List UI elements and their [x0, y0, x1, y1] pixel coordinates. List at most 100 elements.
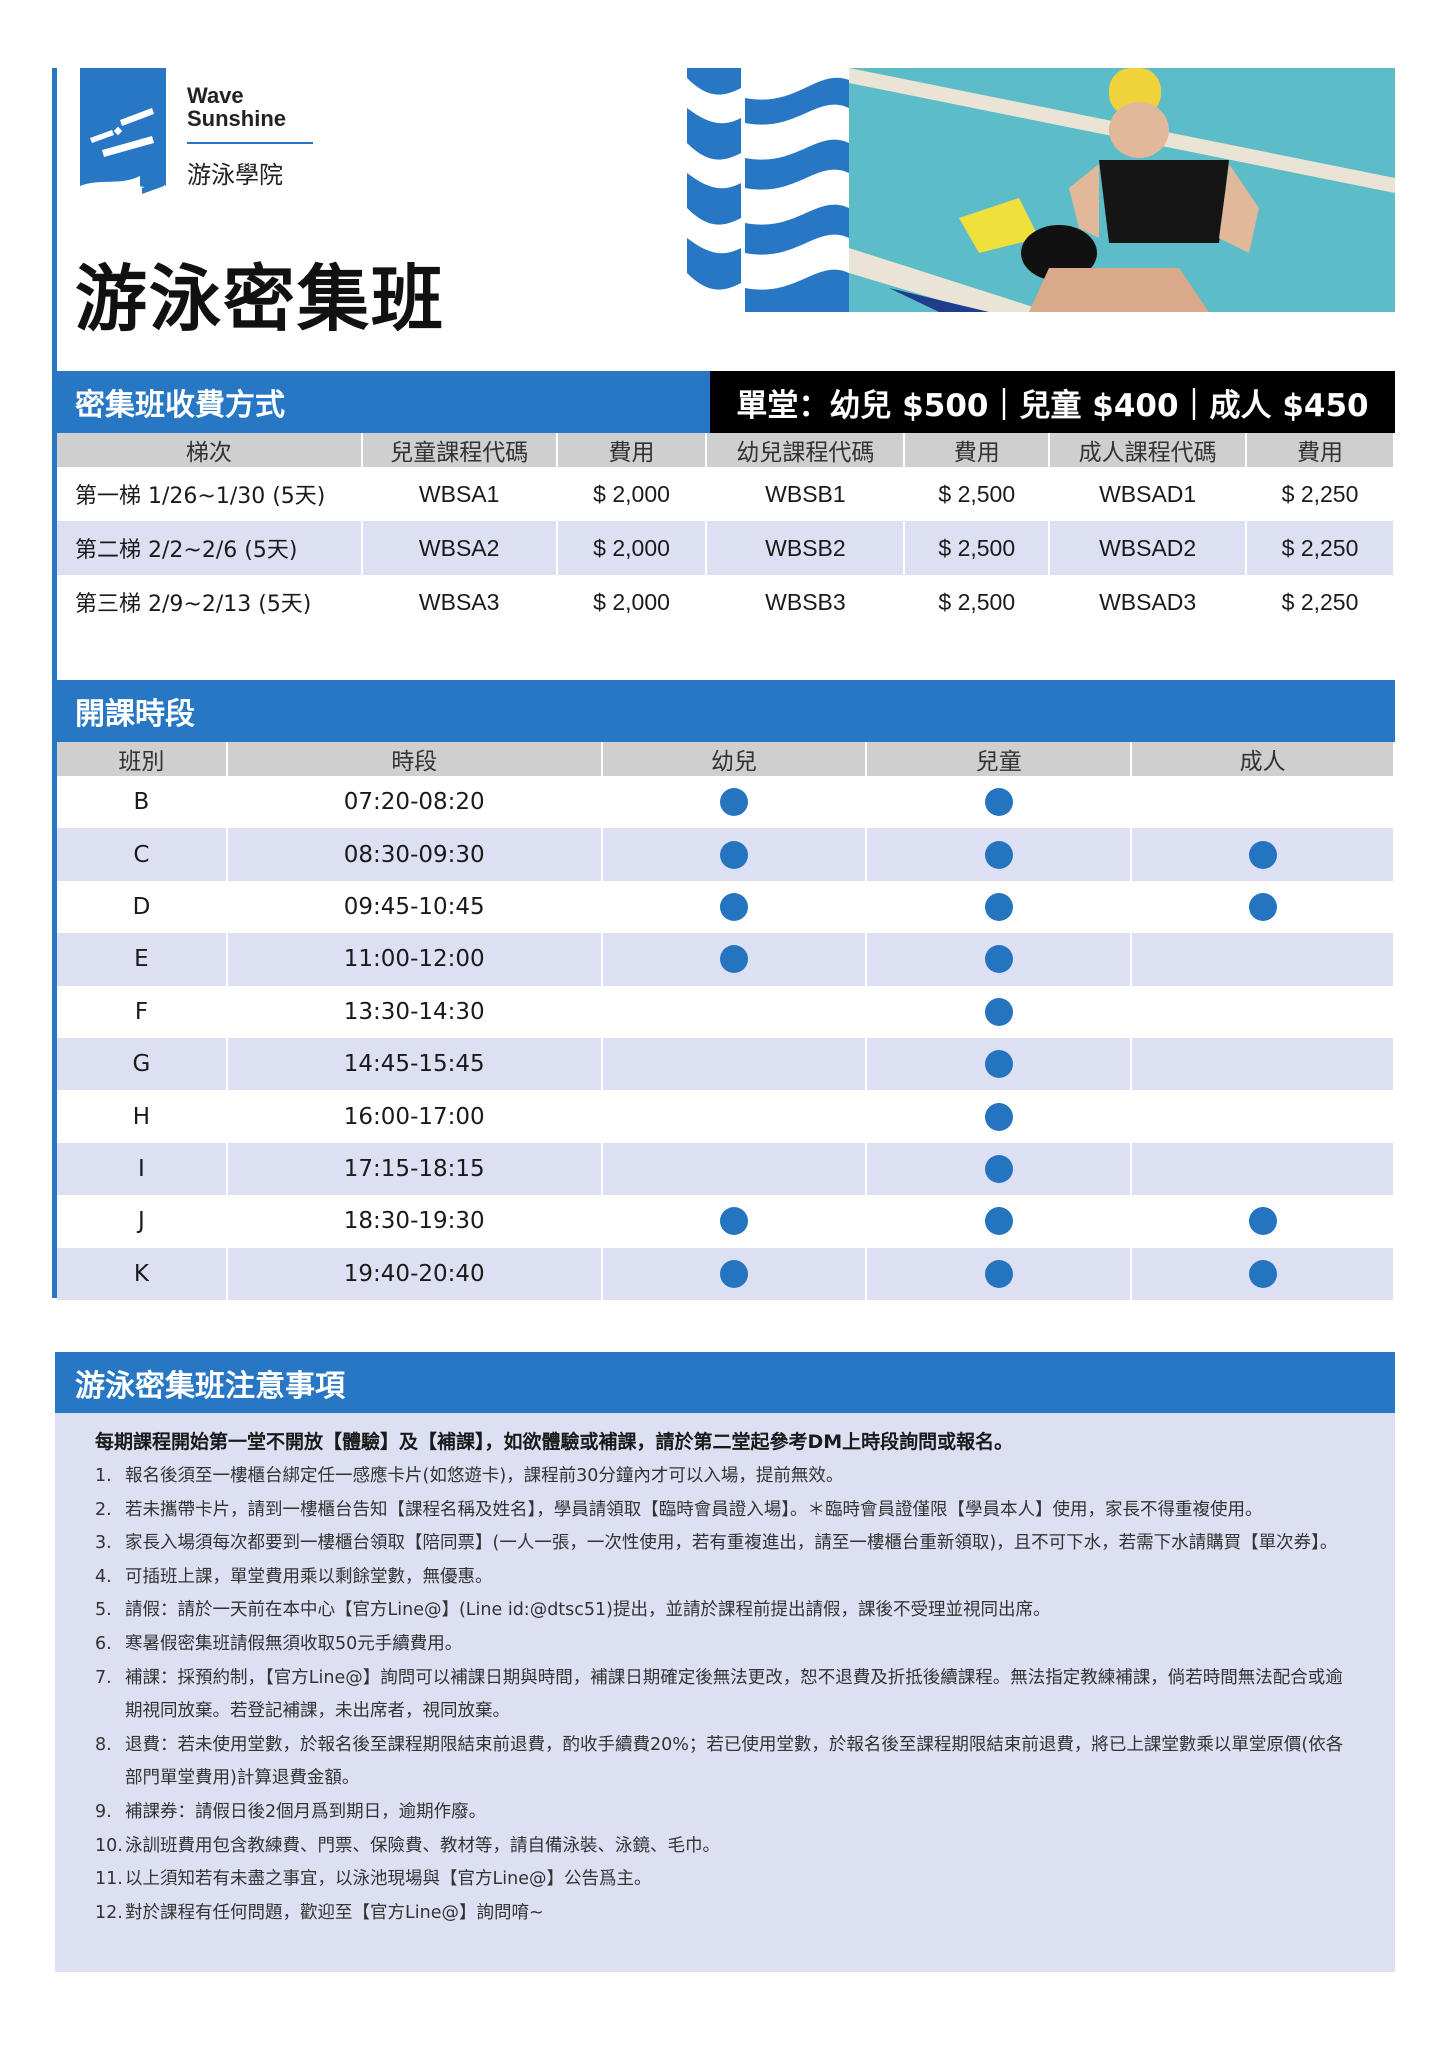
- class-cell: E: [57, 933, 228, 986]
- child-availability: [866, 1090, 1133, 1143]
- col-header: 時段: [226, 742, 603, 776]
- infant-availability: [601, 776, 868, 829]
- brand-divider: [187, 142, 313, 144]
- col-header: 幼兒: [601, 742, 868, 776]
- notes-list: 1. 報名後須至一樓櫃台綁定任一感應卡片(如悠遊卡)，課程前30分鐘內才可以入場，…: [95, 1460, 1355, 1930]
- table-row: 第一梯 1/26~1/30 (5天) WBSA1 $ 2,000 WBSB1 $…: [57, 467, 1395, 521]
- time-cell: 17:15-18:15: [226, 1142, 603, 1196]
- child-availability: [866, 933, 1133, 986]
- note-number: 7.: [95, 1667, 112, 1688]
- available-dot-icon: [719, 892, 748, 921]
- note-text: 可插班上課，單堂費用乘以剩餘堂數，無優惠。: [125, 1566, 493, 1587]
- pricing-table: 梯次 兒童課程代碼 費用 幼兒課程代碼 費用 成人課程代碼 費用 第一梯 1/2…: [57, 433, 1395, 629]
- available-dot-icon: [984, 1259, 1013, 1288]
- time-cell: 09:45-10:45: [226, 880, 603, 934]
- swimming-lesson-photo: [849, 68, 1395, 312]
- note-item: 9. 補課券：請假日後2個月爲到期日，逾期作廢。: [95, 1796, 1355, 1830]
- note-item: 7. 補課：採預約制，【官方Line@】詢問可以補課日期與時間，補課日期確定後無法…: [95, 1662, 1355, 1729]
- adult-fee: $ 2,250: [1246, 575, 1395, 629]
- page-title: 游泳密集班: [75, 257, 446, 341]
- col-header: 班別: [57, 742, 228, 776]
- note-text: 寒暑假密集班請假無須收取50元手續費用。: [125, 1633, 463, 1654]
- note-text: 補課券：請假日後2個月爲到期日，逾期作廢。: [125, 1801, 487, 1822]
- table-row: B 07:20-08:20: [57, 776, 1395, 829]
- child-availability: [866, 880, 1133, 934]
- available-dot-icon: [719, 1259, 748, 1288]
- time-cell: 19:40-20:40: [226, 1247, 603, 1300]
- table-row: G 14:45-15:45: [57, 1037, 1395, 1091]
- available-dot-icon: [1248, 1259, 1277, 1288]
- note-number: 12.: [95, 1902, 123, 1923]
- available-dot-icon: [719, 788, 748, 817]
- available-dot-icon: [984, 997, 1013, 1026]
- table-row: 第二梯 2/2~2/6 (5天) WBSA2 $ 2,000 WBSB2 $ 2…: [57, 521, 1395, 575]
- table-row: C 08:30-09:30: [57, 828, 1395, 881]
- schedule-header-row: 班別 時段 幼兒 兒童 成人: [57, 742, 1395, 776]
- note-number: 3.: [95, 1533, 112, 1554]
- class-cell: G: [57, 1037, 228, 1091]
- infant-code: WBSB2: [706, 521, 906, 575]
- adult-availability: [1131, 828, 1395, 881]
- note-number: 11.: [95, 1869, 123, 1890]
- note-item: 3. 家長入場須每次都要到一樓櫃台領取【陪同票】(一人一張，一次性使用，若有重複進…: [95, 1527, 1355, 1561]
- infant-fee: $ 2,500: [904, 575, 1051, 629]
- schedule-table: 班別 時段 幼兒 兒童 成人 B 07:20-08:20 C 08:30-09:30 D…: [57, 742, 1395, 1300]
- brand-line1: Wave: [187, 83, 244, 108]
- brand-name: Wave Sunshine: [187, 84, 286, 130]
- session-cell: 第二梯 2/2~2/6 (5天): [57, 521, 363, 575]
- infant-availability: [601, 1195, 868, 1248]
- adult-fee: $ 2,250: [1246, 467, 1395, 521]
- col-header: 費用: [1246, 433, 1395, 467]
- child-code: WBSA1: [361, 467, 558, 521]
- adult-fee: $ 2,250: [1246, 521, 1395, 575]
- note-text: 若未攜帶卡片，請到一樓櫃台告知【課程名稱及姓名】，學員請領取【臨時會員證入場】。…: [125, 1499, 1263, 1520]
- note-number: 1.: [95, 1466, 112, 1486]
- available-dot-icon: [984, 1102, 1013, 1131]
- infant-availability: [601, 1142, 868, 1196]
- note-item: 2. 若未攜帶卡片，請到一樓櫃台告知【課程名稱及姓名】，學員請領取【臨時會員證入場…: [95, 1494, 1355, 1528]
- adult-availability: [1131, 880, 1395, 934]
- available-dot-icon: [984, 892, 1013, 921]
- class-cell: F: [57, 985, 228, 1038]
- adult-availability: [1131, 1037, 1395, 1091]
- wave-sunshine-logo: [80, 68, 166, 194]
- available-dot-icon: [984, 840, 1013, 869]
- note-number: 6.: [95, 1633, 112, 1654]
- time-cell: 14:45-15:45: [226, 1037, 603, 1091]
- child-availability: [866, 1142, 1133, 1196]
- time-cell: 07:20-08:20: [226, 776, 603, 829]
- table-row: F 13:30-14:30: [57, 985, 1395, 1038]
- class-cell: J: [57, 1195, 228, 1248]
- brand-line2: Sunshine: [187, 106, 287, 131]
- note-item: 8. 退費：若未使用堂數，於報名後至課程期限結束前退費，酌收手續費20%；若已使用…: [95, 1729, 1355, 1796]
- table-row: 第三梯 2/9~2/13 (5天) WBSA3 $ 2,000 WBSB3 $ …: [57, 575, 1395, 629]
- col-header: 費用: [904, 433, 1051, 467]
- adult-availability: [1131, 1247, 1395, 1300]
- wave-pattern: [687, 68, 849, 312]
- adult-availability: [1131, 776, 1395, 829]
- col-header: 梯次: [57, 433, 363, 467]
- notes-panel: 每期課程開始第一堂不開放【體驗】及【補課】，如欲體驗或補課，請於第二堂起參考DM…: [55, 1413, 1395, 1972]
- available-dot-icon: [984, 1154, 1013, 1183]
- note-item: 1. 報名後須至一樓櫃台綁定任一感應卡片(如悠遊卡)，課程前30分鐘內才可以入場，…: [95, 1460, 1355, 1494]
- child-availability: [866, 1037, 1133, 1091]
- table-row: E 11:00-12:00: [57, 933, 1395, 986]
- class-cell: C: [57, 828, 228, 881]
- available-dot-icon: [719, 840, 748, 869]
- pricing-header: 密集班收費方式: [55, 371, 710, 433]
- infant-code: WBSB3: [706, 575, 906, 629]
- col-header: 成人: [1131, 742, 1395, 776]
- time-cell: 16:00-17:00: [226, 1090, 603, 1143]
- session-cell: 第三梯 2/9~2/13 (5天): [57, 575, 363, 629]
- note-text: 請假：請於一天前在本中心【官方Line@】(Line id:@dtsc51)提出…: [125, 1600, 1051, 1621]
- available-dot-icon: [984, 1207, 1013, 1236]
- notes-lead: 每期課程開始第一堂不開放【體驗】及【補課】，如欲體驗或補課，請於第二堂起參考DM…: [95, 1431, 1014, 1453]
- infant-availability: [601, 828, 868, 881]
- adult-code: WBSAD2: [1049, 521, 1248, 575]
- note-text: 退費：若未使用堂數，於報名後至課程期限結束前退費，酌收手續費20%；若已使用堂數…: [125, 1734, 1344, 1789]
- note-text: 對於課程有任何問題，歡迎至【官方Line@】詢問唷~: [125, 1902, 544, 1923]
- note-number: 4.: [95, 1566, 112, 1587]
- time-cell: 13:30-14:30: [226, 985, 603, 1038]
- infant-availability: [601, 933, 868, 986]
- brand-chinese-name: 游泳學院: [187, 161, 283, 189]
